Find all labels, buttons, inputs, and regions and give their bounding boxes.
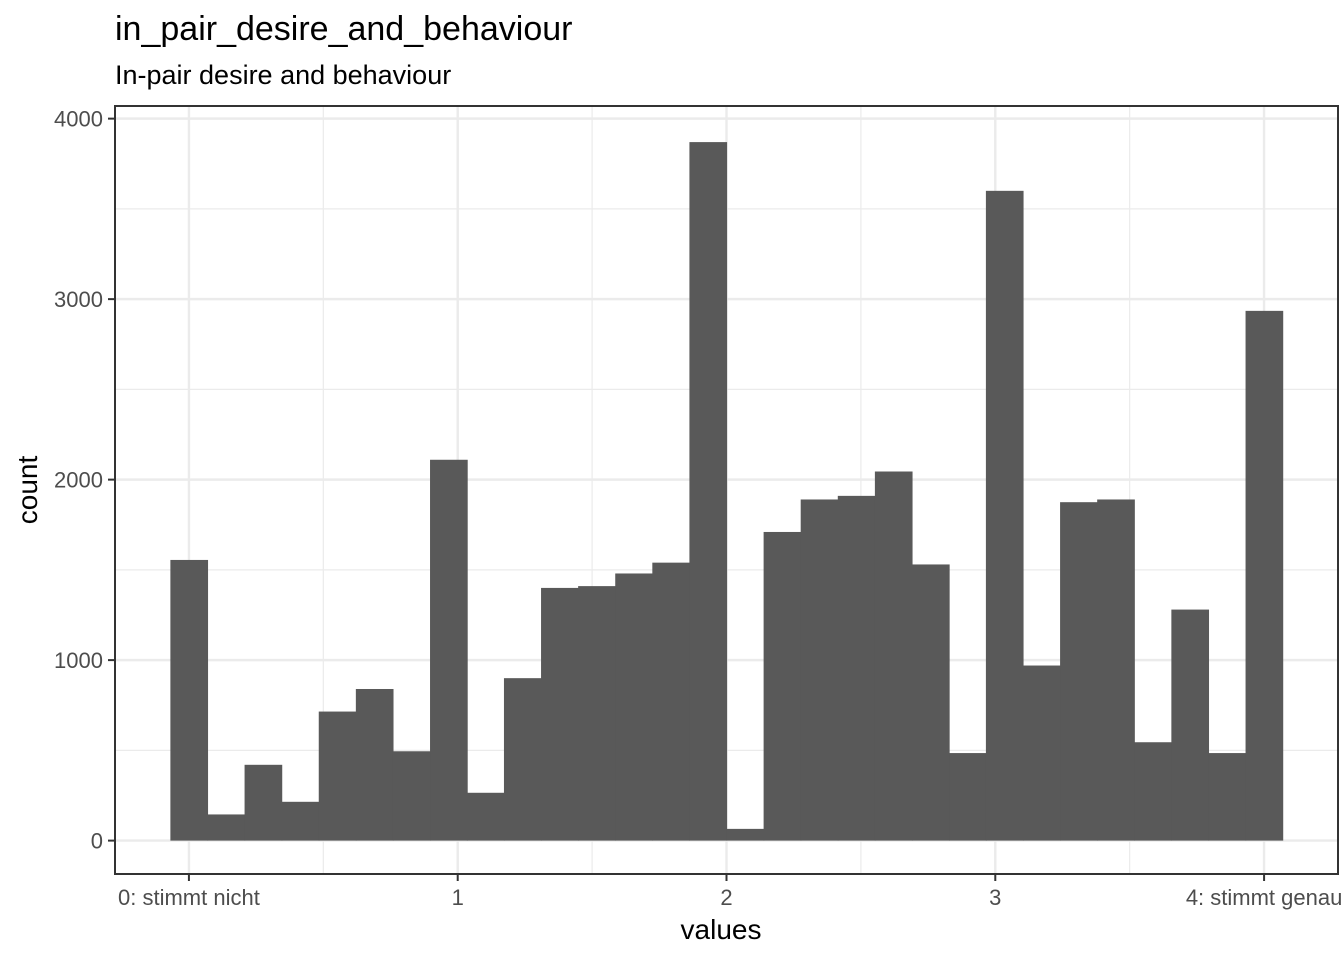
histogram-bar-23 xyxy=(985,190,1024,841)
y-tick-label: 1000 xyxy=(54,648,103,673)
histogram-bar-4 xyxy=(281,801,320,841)
histogram-bar-9 xyxy=(466,792,505,841)
histogram-bar-2 xyxy=(207,814,246,841)
histogram-bar-14 xyxy=(652,562,690,841)
histogram-bar-17 xyxy=(763,531,802,841)
histogram-bar-24 xyxy=(1022,665,1061,841)
y-tick-label: 3000 xyxy=(54,287,103,312)
histogram-bar-15 xyxy=(689,142,728,841)
histogram-bars xyxy=(170,142,1284,841)
histogram-bar-27 xyxy=(1134,742,1172,841)
histogram-bar-19 xyxy=(837,495,876,841)
histogram-bar-7 xyxy=(392,751,431,841)
histogram-bar-11 xyxy=(541,587,579,841)
histogram-bar-8 xyxy=(430,459,468,841)
x-tick-label: 0: stimmt nicht xyxy=(118,885,260,910)
histogram-bar-30 xyxy=(1245,310,1284,841)
histogram-bar-13 xyxy=(615,573,653,841)
histogram-bar-22 xyxy=(949,753,987,841)
chart-title: in_pair_desire_and_behaviour xyxy=(115,10,572,48)
x-axis-title: values xyxy=(681,914,762,945)
x-tick-label: 1 xyxy=(452,885,464,910)
y-tick-label: 0 xyxy=(91,829,103,854)
x-tick-label: 3 xyxy=(989,885,1001,910)
histogram-bar-18 xyxy=(800,499,839,841)
histogram-bar-3 xyxy=(244,764,283,841)
histogram-bar-1 xyxy=(170,559,209,841)
y-axis-title: count xyxy=(12,456,43,525)
histogram-bar-28 xyxy=(1171,609,1210,841)
histogram-bar-10 xyxy=(503,678,542,841)
axis-ticks: 0: stimmt nicht 1 2 3 4: stimmt genau 0 1000 20… xyxy=(54,107,1342,910)
histogram-bar-21 xyxy=(911,564,950,841)
histogram-bar-29 xyxy=(1208,753,1247,841)
y-tick-label: 4000 xyxy=(54,107,103,132)
x-tick-label: 2 xyxy=(720,885,732,910)
y-tick-label: 2000 xyxy=(54,468,103,493)
histogram-bar-6 xyxy=(355,688,394,841)
histogram-bar-20 xyxy=(874,471,913,841)
chart-subtitle: In-pair desire and behaviour xyxy=(115,60,451,90)
histogram-bar-25 xyxy=(1060,502,1098,841)
histogram-bar-12 xyxy=(578,586,616,841)
x-tick-label: 4: stimmt genau xyxy=(1186,885,1343,910)
histogram-bar-26 xyxy=(1097,499,1135,841)
histogram-bar-5 xyxy=(318,711,357,841)
histogram-bar-16 xyxy=(726,828,765,841)
